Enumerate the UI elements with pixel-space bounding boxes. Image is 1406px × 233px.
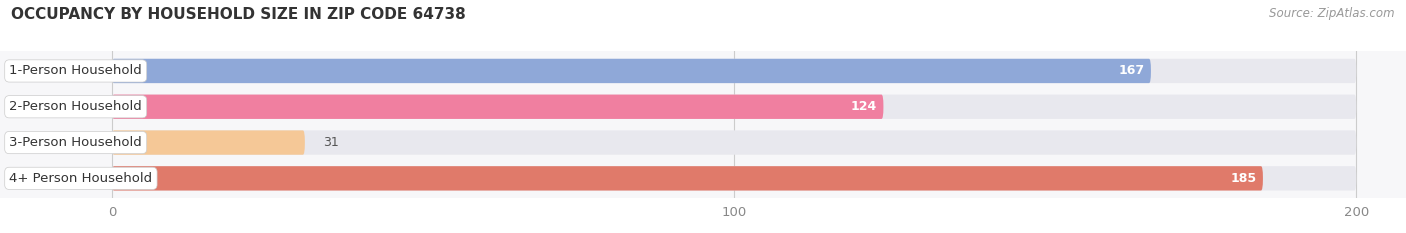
Text: OCCUPANCY BY HOUSEHOLD SIZE IN ZIP CODE 64738: OCCUPANCY BY HOUSEHOLD SIZE IN ZIP CODE … bbox=[11, 7, 465, 22]
FancyBboxPatch shape bbox=[112, 95, 1357, 119]
Text: 4+ Person Household: 4+ Person Household bbox=[10, 172, 152, 185]
FancyBboxPatch shape bbox=[112, 130, 305, 155]
Text: 167: 167 bbox=[1119, 65, 1144, 77]
Text: 3-Person Household: 3-Person Household bbox=[10, 136, 142, 149]
FancyBboxPatch shape bbox=[112, 59, 1152, 83]
FancyBboxPatch shape bbox=[112, 130, 1357, 155]
Text: Source: ZipAtlas.com: Source: ZipAtlas.com bbox=[1270, 7, 1395, 20]
Text: 124: 124 bbox=[851, 100, 877, 113]
FancyBboxPatch shape bbox=[112, 95, 883, 119]
Text: 31: 31 bbox=[323, 136, 339, 149]
FancyBboxPatch shape bbox=[112, 59, 1357, 83]
Text: 185: 185 bbox=[1230, 172, 1257, 185]
Text: 2-Person Household: 2-Person Household bbox=[10, 100, 142, 113]
FancyBboxPatch shape bbox=[112, 166, 1357, 191]
Text: 1-Person Household: 1-Person Household bbox=[10, 65, 142, 77]
FancyBboxPatch shape bbox=[112, 166, 1263, 191]
